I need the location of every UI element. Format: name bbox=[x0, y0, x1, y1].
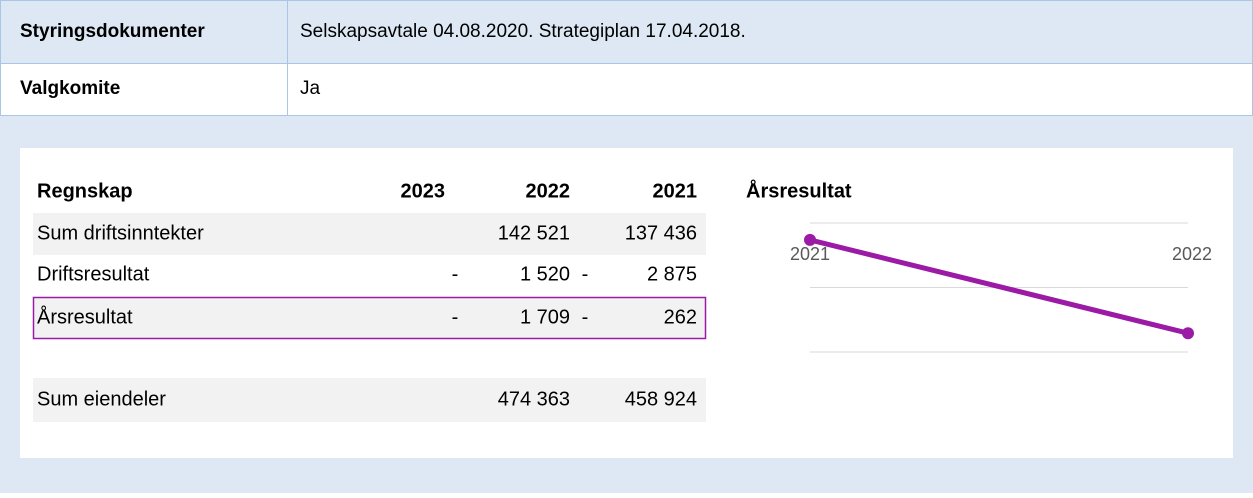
cell-amount: 262 bbox=[664, 306, 697, 328]
table-header: Regnskap bbox=[37, 180, 133, 202]
cell-amount: 2 875 bbox=[647, 263, 697, 285]
info-value: Ja bbox=[300, 78, 321, 99]
table-header: 2023 bbox=[401, 180, 446, 202]
info-value: Selskapsavtale 04.08.2020. Strategiplan … bbox=[300, 21, 746, 42]
cell-sign: - bbox=[452, 263, 459, 285]
point bbox=[1182, 327, 1194, 340]
cell-sign: - bbox=[582, 306, 589, 328]
x-tick-label: 2021 bbox=[790, 244, 830, 264]
row-1 bbox=[0, 0, 1253, 64]
cell-amount: 458 924 bbox=[625, 388, 697, 410]
cell-amount: 137 436 bbox=[625, 222, 697, 244]
row-highlight bbox=[32, 296, 707, 340]
info-label: Styringsdokumenter bbox=[20, 21, 205, 42]
row-label: Driftsresultat bbox=[37, 263, 150, 285]
row-background bbox=[33, 297, 706, 339]
row-background bbox=[33, 378, 706, 422]
cell-amount: 1 520 bbox=[520, 263, 570, 285]
cell-amount: 1 709 bbox=[520, 306, 570, 328]
row-label: Årsresultat bbox=[37, 305, 133, 328]
cell-amount: 142 521 bbox=[498, 222, 570, 244]
info-label: Valgkomite bbox=[20, 78, 120, 99]
row-2 bbox=[0, 63, 1253, 116]
line bbox=[809, 237, 1189, 336]
cell-amount: 474 363 bbox=[498, 388, 570, 410]
chart-title: Årsresultat bbox=[746, 178, 852, 202]
cell-sign: - bbox=[582, 263, 589, 285]
x-tick-label: 2022 bbox=[1172, 244, 1212, 264]
table-header: 2021 bbox=[653, 180, 698, 202]
cell-sign: - bbox=[452, 306, 459, 328]
row-background bbox=[33, 213, 706, 255]
row-label: Sum driftsinntekter bbox=[37, 222, 204, 244]
point bbox=[804, 233, 816, 246]
table-header: 2022 bbox=[526, 180, 571, 202]
row-label: Sum eiendeler bbox=[37, 388, 166, 410]
